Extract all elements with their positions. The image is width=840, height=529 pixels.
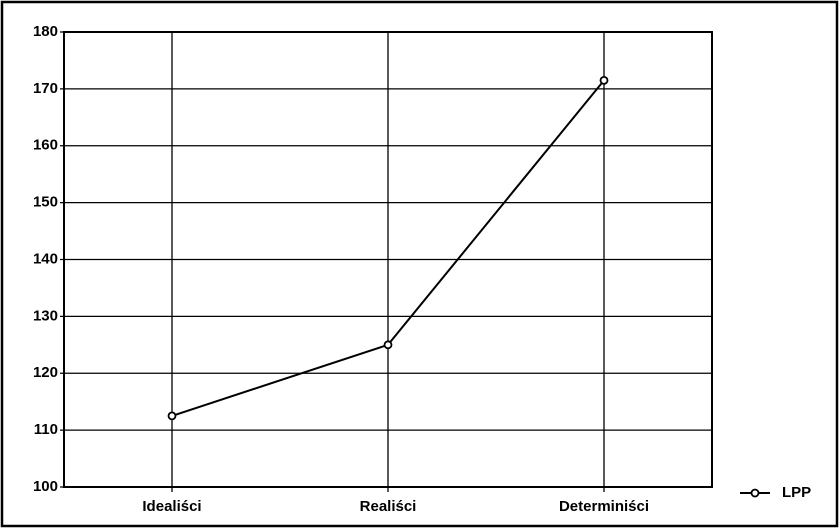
y-tick-label: 150 xyxy=(33,194,58,211)
y-tick-label: 160 xyxy=(33,137,58,154)
y-tick-label: 170 xyxy=(33,80,58,97)
x-tick-label: Idealiści xyxy=(142,498,201,515)
y-tick-label: 110 xyxy=(34,421,58,438)
x-tick-label: Determiniści xyxy=(559,498,649,515)
point-marker xyxy=(383,340,393,350)
point-marker xyxy=(599,75,609,85)
x-tick-label: Realiści xyxy=(360,498,417,515)
y-tick-label: 120 xyxy=(33,364,58,381)
y-tick-label: 100 xyxy=(33,478,58,495)
point-marker xyxy=(167,411,177,421)
legend-marker xyxy=(750,488,760,498)
legend-label: LPP xyxy=(782,484,811,501)
y-tick-label: 130 xyxy=(33,307,58,324)
y-tick-label: 140 xyxy=(33,250,58,267)
y-tick-label: 180 xyxy=(33,23,58,40)
